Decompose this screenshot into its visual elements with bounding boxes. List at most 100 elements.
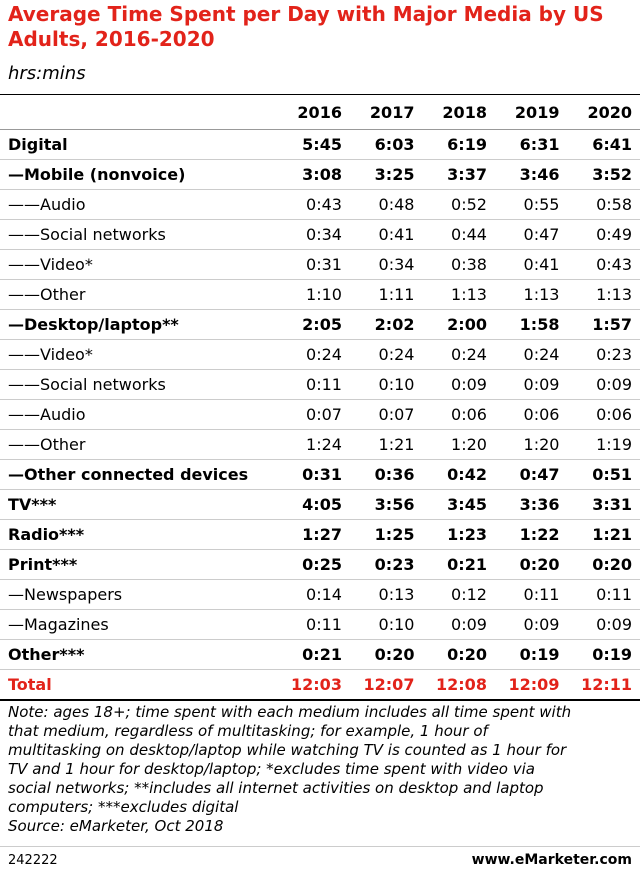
cell: 5:45	[277, 129, 350, 160]
note-line: that medium, regardless of multitasking;…	[8, 722, 488, 740]
cell: 3:37	[422, 159, 495, 190]
table-row: —Other connected devices 0:31 0:36 0:42 0:47…	[0, 459, 640, 490]
note-line: social networks; **includes all internet…	[8, 779, 544, 797]
note: Note: ages 18+; time spent with each med…	[8, 703, 638, 836]
cell: 0:09	[422, 609, 495, 640]
table-row: —Newspapers 0:14 0:13 0:12 0:11 0:11	[0, 579, 640, 610]
table-row: —Mobile (nonvoice) 3:08 3:25 3:37 3:46 3:52	[0, 159, 640, 190]
cell: 0:51	[567, 459, 640, 490]
row-label: ——Social networks	[0, 369, 278, 400]
column-header: 2017	[349, 94, 423, 130]
cell: 0:20	[422, 639, 495, 670]
cell: 1:27	[277, 519, 350, 550]
cell: 0:11	[567, 579, 640, 610]
cell: 6:19	[422, 129, 495, 160]
subtitle: hrs:mins	[8, 63, 86, 84]
cell: 0:23	[567, 339, 640, 370]
cell: 0:42	[422, 459, 495, 490]
table-row: Print*** 0:25 0:23 0:21 0:20 0:20	[0, 549, 640, 580]
cell: 0:07	[277, 399, 350, 430]
table-row: ——Social networks 0:34 0:41 0:44 0:47 0:49	[0, 219, 640, 250]
table-row: ——Social networks 0:11 0:10 0:09 0:09 0:09	[0, 369, 640, 400]
row-label: Other***	[0, 639, 278, 670]
cell: 0:47	[494, 459, 568, 490]
row-label: ——Other	[0, 429, 278, 460]
cell: 0:11	[277, 369, 350, 400]
cell: 0:24	[422, 339, 495, 370]
table-row: ——Video* 0:24 0:24 0:24 0:24 0:23	[0, 339, 640, 370]
cell: 3:36	[494, 489, 568, 520]
row-label: Print***	[0, 549, 278, 580]
cell: 2:02	[349, 309, 423, 340]
cell: 0:41	[349, 219, 423, 250]
footer: 242222 www.eMarketer.com	[0, 846, 640, 873]
table-row: ——Audio 0:07 0:07 0:06 0:06 0:06	[0, 399, 640, 430]
cell: 1:13	[494, 279, 568, 310]
cell: 0:23	[349, 549, 423, 580]
cell: 0:34	[349, 249, 423, 280]
note-line: Note: ages 18+; time spent with each med…	[8, 703, 572, 721]
cell: 1:13	[422, 279, 495, 310]
cell: 1:20	[422, 429, 495, 460]
cell: 0:20	[494, 549, 568, 580]
table-row: ——Video* 0:31 0:34 0:38 0:41 0:43	[0, 249, 640, 280]
chart-id: 242222	[8, 853, 58, 868]
cell: 1:20	[494, 429, 568, 460]
column-header: 2018	[422, 94, 495, 130]
note-line: computers; ***excludes digital	[8, 798, 239, 816]
table-row: Digital 5:45 6:03 6:19 6:31 6:41	[0, 129, 640, 160]
cell: 0:58	[567, 189, 640, 220]
cell: 12:09	[494, 669, 568, 701]
cell: 3:25	[349, 159, 423, 190]
cell: 0:10	[349, 369, 423, 400]
cell: 1:13	[567, 279, 640, 310]
table-row: —Magazines 0:11 0:10 0:09 0:09 0:09	[0, 609, 640, 640]
cell: 3:56	[349, 489, 423, 520]
cell: 0:09	[567, 369, 640, 400]
cell: 1:19	[567, 429, 640, 460]
cell: 3:31	[567, 489, 640, 520]
cell: 0:24	[277, 339, 350, 370]
cell: 0:07	[349, 399, 423, 430]
cell: 0:52	[422, 189, 495, 220]
cell: 0:25	[277, 549, 350, 580]
cell: 1:21	[567, 519, 640, 550]
table-row: ——Other 1:24 1:21 1:20 1:20 1:19	[0, 429, 640, 460]
cell: 0:24	[349, 339, 423, 370]
cell: 0:09	[494, 369, 568, 400]
table-row: Radio*** 1:27 1:25 1:23 1:22 1:21	[0, 519, 640, 550]
cell: 2:00	[422, 309, 495, 340]
table-row: ——Other 1:10 1:11 1:13 1:13 1:13	[0, 279, 640, 310]
cell: 0:06	[494, 399, 568, 430]
data-table: 2016 2017 2018 2019 2020 Digital 5:45 6:03 6:19 6…	[0, 94, 640, 701]
cell: 0:21	[422, 549, 495, 580]
row-label: ——Other	[0, 279, 278, 310]
cell: 0:31	[277, 459, 350, 490]
cell: 3:52	[567, 159, 640, 190]
corner	[0, 94, 278, 130]
cell: 0:11	[494, 579, 568, 610]
cell: 0:19	[494, 639, 568, 670]
cell: 1:21	[349, 429, 423, 460]
cell: 4:05	[277, 489, 350, 520]
cell: 12:08	[422, 669, 495, 701]
cell: 1:10	[277, 279, 350, 310]
row-label: Radio***	[0, 519, 278, 550]
cell: 12:11	[567, 669, 640, 701]
cell: 0:11	[277, 609, 350, 640]
cell: 1:24	[277, 429, 350, 460]
cell: 0:55	[494, 189, 568, 220]
cell: 2:05	[277, 309, 350, 340]
row-label: Total	[0, 669, 278, 701]
cell: 0:14	[277, 579, 350, 610]
row-label: —Newspapers	[0, 579, 278, 610]
cell: 0:20	[349, 639, 423, 670]
site: www.eMarketer.com	[471, 852, 632, 868]
cell: 0:44	[422, 219, 495, 250]
row-label: ——Audio	[0, 189, 278, 220]
row-label: ——Video*	[0, 249, 278, 280]
cell: 0:43	[277, 189, 350, 220]
row-label: Digital	[0, 129, 278, 160]
cell: 0:21	[277, 639, 350, 670]
cell: 0:12	[422, 579, 495, 610]
